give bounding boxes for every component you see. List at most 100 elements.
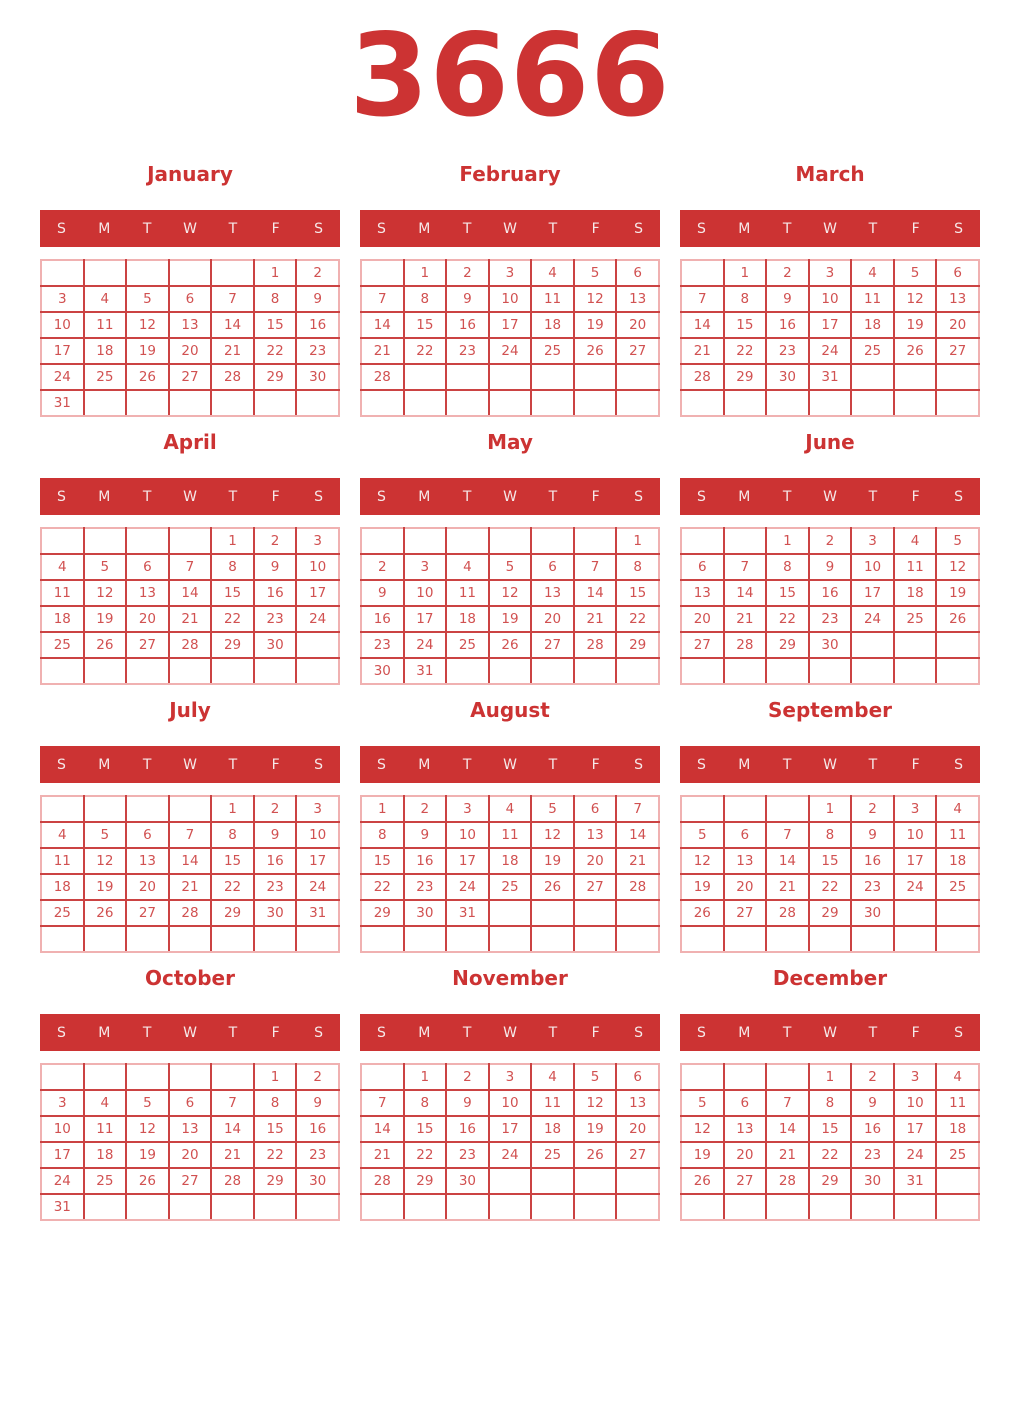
weekday-label: S (56, 220, 66, 237)
weekday-label: S (634, 756, 644, 773)
empty-day-cell (487, 389, 533, 418)
day-cell: 11 (40, 847, 85, 876)
weekday-label: T (782, 756, 792, 773)
week-row (360, 389, 660, 418)
day-cell: 9 (445, 285, 490, 314)
empty-day-cell (252, 657, 298, 686)
day-cell: 11 (82, 311, 128, 340)
empty-day-cell (722, 657, 768, 686)
day-cell: 1 (402, 1063, 448, 1092)
weekday-label: F (271, 756, 280, 773)
day-cell: 17 (850, 579, 895, 608)
day-cell: 2 (850, 795, 895, 824)
week-row: 7 8 9 10 11 12 13 (680, 285, 980, 314)
day-cell: 5 (680, 1089, 725, 1118)
weekday-label: T (142, 756, 152, 773)
empty-day-cell (360, 527, 405, 556)
day-cell: 8 (360, 821, 405, 850)
day-cell: 17 (487, 1115, 533, 1144)
weekday-label: T (462, 220, 472, 237)
week-row: 8 9 10 11 12 13 14 (360, 821, 660, 850)
empty-day-cell (680, 389, 725, 418)
weekday-label: T (782, 488, 792, 505)
day-cell: 19 (935, 579, 980, 608)
day-cell: 1 (722, 259, 768, 288)
day-cell: 12 (125, 1115, 170, 1144)
empty-day-cell (615, 657, 660, 686)
day-cell: 27 (530, 631, 575, 660)
empty-day-cell (807, 389, 853, 418)
day-cell: 15 (807, 847, 853, 876)
empty-day-cell (722, 1063, 768, 1092)
day-cell: 22 (402, 337, 448, 366)
day-cell: 10 (892, 821, 938, 850)
weekday-label: T (142, 1024, 152, 1041)
empty-day-cell (487, 899, 533, 928)
weekday-label: F (911, 488, 920, 505)
week-row: 11 12 13 14 15 16 17 (40, 847, 340, 876)
empty-day-cell (125, 925, 170, 954)
empty-day-cell (807, 657, 853, 686)
day-cell: 1 (402, 259, 448, 288)
empty-day-cell (210, 389, 255, 418)
empty-day-cell (125, 1063, 170, 1092)
day-cell: 16 (402, 847, 448, 876)
week-row: 19 20 21 22 23 24 25 (680, 873, 980, 902)
day-cell: 2 (850, 1063, 895, 1092)
week-row: 19 20 21 22 23 24 25 (680, 1141, 980, 1170)
day-cell: 21 (615, 847, 660, 876)
weekday-label: W (503, 488, 517, 505)
week-row: 24 25 26 27 28 29 30 (40, 1167, 340, 1196)
day-cell: 9 (445, 1089, 490, 1118)
day-cell: 4 (82, 285, 128, 314)
day-cell: 11 (530, 1089, 575, 1118)
day-cell: 19 (572, 311, 618, 340)
day-cell: 1 (360, 795, 405, 824)
day-cell: 22 (807, 1141, 853, 1170)
day-cell: 13 (125, 579, 170, 608)
month-title: July (169, 698, 211, 723)
weekday-label: M (418, 220, 431, 237)
day-cell: 17 (892, 847, 938, 876)
day-cell: 23 (445, 1141, 490, 1170)
day-cell: 1 (765, 527, 810, 556)
day-cell: 25 (935, 1141, 980, 1170)
week-row (360, 1193, 660, 1222)
day-cell: 8 (402, 1089, 448, 1118)
day-cell: 26 (572, 1141, 618, 1170)
day-cell: 10 (40, 311, 85, 340)
day-cell: 3 (487, 1063, 533, 1092)
empty-day-cell (680, 527, 725, 556)
day-cell: 16 (360, 605, 405, 634)
month-days-body: 1 2 3 4 5 6 7 8 9 10 11 12 13 14 15 16 17 18 19 20 21 22 23 24 2… (360, 259, 660, 418)
day-cell: 1 (252, 259, 298, 288)
day-cell: 21 (167, 605, 213, 634)
day-cell: 10 (295, 553, 340, 582)
weekday-label: W (503, 1024, 517, 1041)
day-cell: 26 (572, 337, 618, 366)
day-cell: 12 (82, 847, 128, 876)
day-cell: 17 (295, 847, 340, 876)
weekday-label: F (591, 488, 600, 505)
weekday-label: T (142, 488, 152, 505)
month-days-table: 1 2 3 4 5 6 7 8 9 10 11 12 13 14 15 16 17 18 19 20 21 22 23 24 2… (360, 1063, 660, 1222)
day-cell: 16 (445, 311, 490, 340)
day-cell: 21 (572, 605, 618, 634)
weekday-label: S (634, 1024, 644, 1041)
empty-day-cell (680, 1193, 725, 1222)
empty-day-cell (487, 657, 533, 686)
weekday-label: S (634, 220, 644, 237)
month-days-table: 1 2 3 4 5 6 7 8 9 10 11 12 13 14 15 16 17 18 19 20 21 22 23 24 2… (40, 527, 340, 686)
day-cell: 9 (295, 1089, 340, 1118)
week-row: 25 26 27 28 29 30 (40, 631, 340, 660)
day-cell: 8 (210, 553, 255, 582)
day-cell: 6 (167, 1089, 213, 1118)
